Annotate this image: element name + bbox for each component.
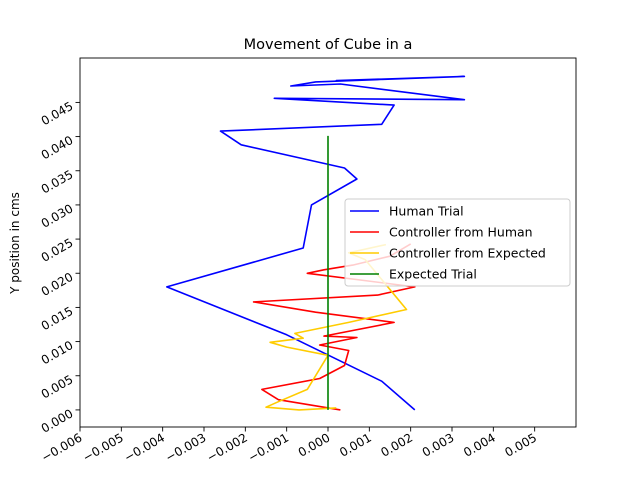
x-tick-label: 0.000 bbox=[296, 430, 333, 459]
y-tick-label: 0.010 bbox=[39, 338, 76, 367]
y-tick-label: 0.020 bbox=[39, 270, 76, 299]
x-tick-label: 0.003 bbox=[420, 430, 457, 459]
series-line-controller-from-human bbox=[252, 243, 416, 411]
series-line-human-trial bbox=[166, 75, 466, 411]
y-axis-label: Y position in cms bbox=[8, 192, 22, 295]
y-tick-label: 0.025 bbox=[39, 236, 76, 265]
x-tick-label: −0.003 bbox=[163, 430, 208, 464]
chart-title: Movement of Cube in a bbox=[244, 37, 413, 53]
legend-label-controller-from-human: Controller from Human bbox=[389, 225, 533, 240]
y-tick-label: 0.045 bbox=[39, 99, 76, 128]
plot-area bbox=[166, 75, 466, 411]
legend-label-expected-trial: Expected Trial bbox=[389, 267, 477, 282]
y-tick-label: 0.005 bbox=[39, 372, 76, 401]
x-tick-label: −0.005 bbox=[80, 430, 125, 464]
x-tick-label: 0.004 bbox=[461, 430, 498, 459]
x-axis: −0.006−0.005−0.004−0.003−0.002−0.001 0.00… bbox=[39, 427, 539, 465]
legend-label-human-trial: Human Trial bbox=[389, 204, 464, 219]
x-tick-label: 0.001 bbox=[337, 430, 374, 459]
y-tick-label: 0.015 bbox=[39, 304, 76, 333]
x-tick-label: −0.001 bbox=[246, 430, 291, 464]
x-tick-label: 0.002 bbox=[378, 430, 415, 459]
y-tick-label: 0.030 bbox=[39, 201, 76, 230]
x-tick-label: −0.002 bbox=[204, 430, 249, 464]
x-tick-label: 0.005 bbox=[502, 430, 539, 459]
y-tick-label: 0.040 bbox=[39, 133, 76, 162]
legend-label-controller-from-expected: Controller from Expected bbox=[389, 246, 546, 261]
x-tick-label: −0.004 bbox=[122, 430, 167, 464]
legend-box bbox=[344, 198, 571, 287]
y-tick-label: 0.000 bbox=[39, 406, 76, 435]
legend: Human Trial Controller from Human Controll… bbox=[344, 198, 571, 287]
y-tick-label: 0.035 bbox=[39, 167, 76, 196]
y-axis: 0.000 0.005 0.010 0.015 0.020 0.025 0.030 0.035… bbox=[39, 99, 80, 436]
